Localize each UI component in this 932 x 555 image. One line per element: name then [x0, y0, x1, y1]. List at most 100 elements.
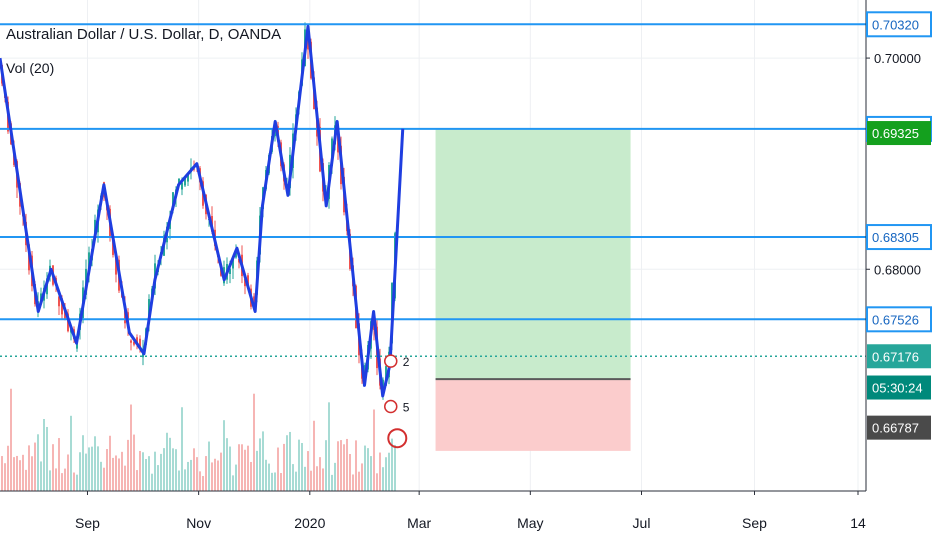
trend-line[interactable] [0, 24, 405, 398]
volume-bar [10, 388, 12, 491]
price-tag [867, 415, 931, 440]
profit-target-zone [435, 128, 631, 380]
volume-bar [391, 438, 393, 491]
volume-bar [256, 450, 258, 491]
volume-bar [97, 446, 99, 491]
volume-bar [94, 436, 96, 491]
candle-body [88, 252, 90, 272]
volume-bar [349, 454, 351, 491]
volume-bar [130, 404, 132, 491]
volume-bar [112, 457, 114, 491]
candle-body [112, 238, 114, 255]
y-tick-label: 0.70000 [874, 51, 921, 66]
volume-bars [1, 388, 396, 491]
axes[interactable]: Sep Nov 2020 Mar May Jul Sep 14 0.70000 0.68000 [0, 0, 921, 531]
price-tag-label: 0.68305 [872, 230, 919, 245]
x-tick-label: Sep [75, 515, 100, 531]
event-annotations[interactable]: 25 [384, 354, 410, 449]
volume-bar [280, 473, 282, 491]
volume-bar [382, 467, 384, 491]
volume-bar [220, 452, 222, 491]
volume-bar [322, 468, 324, 491]
volume-bar [214, 458, 216, 491]
volume-bar [76, 474, 78, 491]
price-tags: 0.703200.693290.693250.683050.675260.671… [866, 11, 932, 440]
volume-bar [196, 457, 198, 491]
trend-line-path [0, 24, 405, 398]
volume-bar [208, 441, 210, 491]
price-tag [866, 224, 932, 251]
volume-bar [136, 470, 138, 491]
stop-loss-zone [435, 379, 631, 451]
volume-bar [190, 459, 192, 491]
volume-bar [157, 465, 159, 491]
volume-bar [292, 464, 294, 491]
volume-bar [169, 437, 171, 491]
volume-bar [265, 459, 267, 491]
volume-bar [229, 446, 231, 491]
candle-body [253, 296, 255, 308]
volume-bar [379, 452, 381, 491]
volume-bar [163, 448, 165, 491]
volume-bar [343, 444, 345, 491]
volume-bar [127, 439, 129, 491]
risk-reward-zone[interactable] [435, 128, 631, 451]
candle-body [181, 182, 183, 190]
volume-bar [337, 441, 339, 491]
volume-bar [277, 447, 279, 491]
volume-bar [202, 475, 204, 491]
volume-bar [274, 472, 276, 491]
grid [0, 0, 866, 491]
volume-bar [238, 444, 240, 491]
candle-body [58, 296, 60, 307]
price-tag-label: 0.70320 [872, 17, 919, 32]
volume-indicator-label[interactable]: Vol (20) [6, 60, 55, 76]
volume-bar [91, 446, 93, 491]
volume-bar [25, 469, 27, 491]
volume-bar [70, 415, 72, 491]
price-tag [866, 11, 932, 38]
event-count-label: 5 [403, 401, 410, 415]
volume-bar [301, 443, 303, 491]
volume-bar [178, 470, 180, 491]
volume-bar [181, 407, 183, 491]
volume-bar [385, 457, 387, 491]
volume-bar [67, 454, 69, 491]
x-tick-label: Nov [186, 515, 211, 531]
candle-body [274, 130, 276, 137]
x-tick-label: Jul [633, 515, 651, 531]
volume-bar [82, 435, 84, 491]
volume-bar [172, 448, 174, 491]
candle-body [247, 275, 249, 287]
volume-bar [175, 449, 177, 491]
volume-bar [361, 463, 363, 491]
volume-bar [1, 456, 3, 491]
volume-bar [151, 473, 153, 491]
volume-bar [346, 438, 348, 491]
x-tick-label: May [517, 515, 543, 531]
volume-bar [88, 447, 90, 491]
volume-bar [211, 462, 213, 491]
event-count-label: 2 [403, 355, 410, 369]
candle-body [244, 279, 246, 287]
volume-bar [22, 454, 24, 491]
event-flag-icon [384, 354, 398, 368]
volume-bar [373, 409, 375, 491]
price-tag-label: 0.69325 [872, 126, 919, 141]
volume-bar [28, 445, 30, 491]
volume-bar [259, 438, 261, 491]
volume-bar [61, 473, 63, 491]
volume-bar [166, 432, 168, 491]
volume-bar [142, 452, 144, 491]
volume-bar [223, 420, 225, 491]
volume-bar [115, 455, 117, 491]
volume-bar [58, 438, 60, 491]
volume-bar [79, 452, 81, 491]
x-tick-label: 14 [850, 515, 866, 531]
horizontal-levels[interactable] [0, 23, 866, 358]
volume-bar [358, 471, 360, 491]
volume-bar [319, 457, 321, 491]
volume-bar [226, 438, 228, 491]
